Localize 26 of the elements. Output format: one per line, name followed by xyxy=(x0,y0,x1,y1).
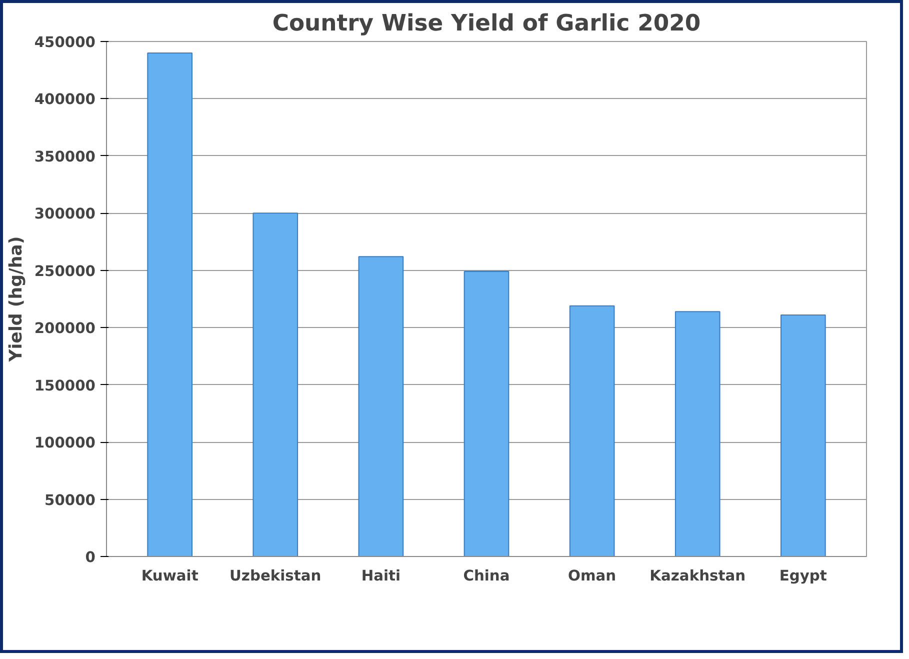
chart-title: Country Wise Yield of Garlic 2020 xyxy=(272,10,701,36)
y-tick-label: 450000 xyxy=(34,34,96,51)
y-tick-label: 150000 xyxy=(34,377,96,394)
bar xyxy=(674,311,720,556)
y-tick-label: 300000 xyxy=(34,206,96,223)
x-tick-label: Haiti xyxy=(361,568,401,584)
y-tick-label: 350000 xyxy=(34,148,96,166)
bar xyxy=(569,305,615,556)
y-tick-label: 400000 xyxy=(34,91,96,108)
y-tick-label: 250000 xyxy=(34,262,96,280)
y-tick-label: 50000 xyxy=(44,492,96,509)
x-tick-label: Oman xyxy=(568,568,616,584)
bar xyxy=(252,212,298,556)
bar xyxy=(464,271,510,556)
y-tick-label: 100000 xyxy=(34,434,96,452)
bar xyxy=(147,52,192,556)
x-tick-label: Uzbekistan xyxy=(230,568,322,584)
bar xyxy=(780,314,826,556)
y-tick-label: 200000 xyxy=(34,320,96,338)
bar xyxy=(358,256,404,556)
x-tick-label: Kuwait xyxy=(141,568,198,584)
x-tick-label: Egypt xyxy=(779,568,827,584)
y-axis-title: Yield (hg/ha) xyxy=(6,236,26,363)
x-tick-label: China xyxy=(463,568,510,584)
x-tick-label: Kazakhstan xyxy=(650,568,746,584)
y-tick-label: 0 xyxy=(85,549,96,566)
